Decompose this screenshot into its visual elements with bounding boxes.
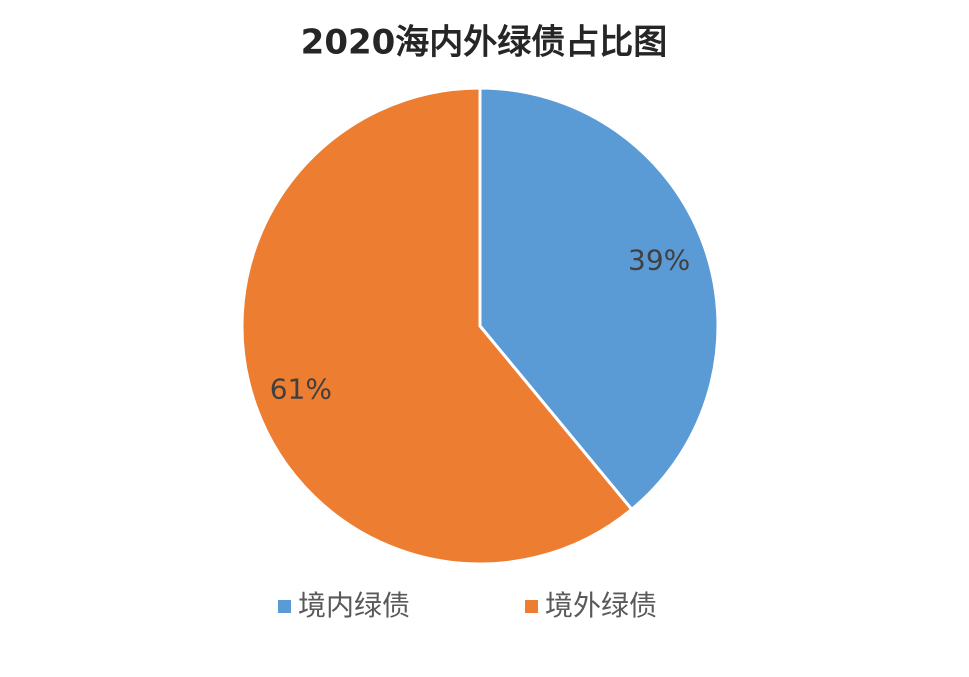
legend-swatch <box>525 600 538 613</box>
legend-label: 境内绿债 <box>298 589 410 622</box>
pie-slice <box>478 86 720 512</box>
legend-swatch <box>278 600 291 613</box>
data-label: 61% <box>270 372 332 405</box>
pie-slice <box>240 86 634 566</box>
chart-title: 2020海内外绿债占比图 <box>301 23 668 63</box>
legend-label: 境外绿债 <box>545 589 657 622</box>
data-label: 39% <box>628 244 690 277</box>
